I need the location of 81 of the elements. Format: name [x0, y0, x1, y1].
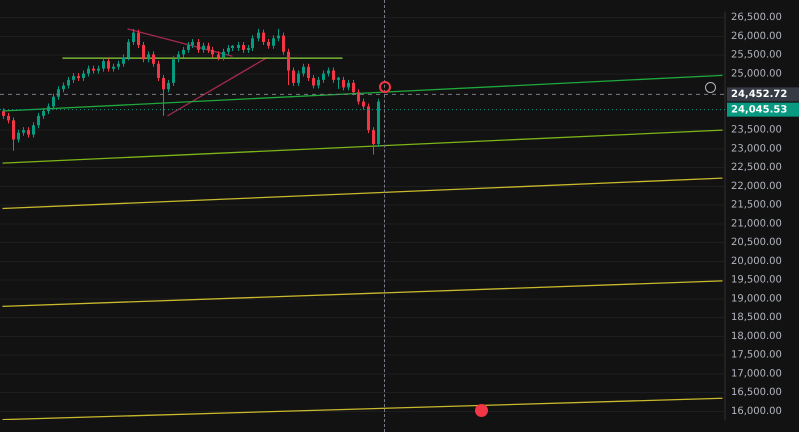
- candlestick: [242, 42, 245, 54]
- candlestick: [147, 50, 150, 63]
- y-tick-label: 20,500.00: [731, 237, 782, 248]
- candlestick: [17, 129, 20, 143]
- candlestick: [127, 38, 130, 61]
- y-tick-label: 26,500.00: [731, 12, 782, 24]
- y-tick-label: 23,500.00: [731, 124, 782, 136]
- candlestick: [12, 116, 15, 152]
- y-tick-label: 19,500.00: [731, 274, 782, 286]
- ref-line-label: 24,045.53: [731, 104, 788, 116]
- candlestick: [372, 126, 375, 155]
- y-tick-label: 16,500.00: [731, 387, 782, 398]
- candlestick: [182, 46, 185, 58]
- candlestick: [322, 70, 325, 84]
- candlestick: [107, 58, 110, 72]
- candlestick: [7, 112, 10, 124]
- y-tick-label: 23,000.00: [731, 143, 782, 154]
- candlestick: [62, 82, 65, 93]
- y-tick-label: 25,000.00: [731, 68, 782, 80]
- candlestick: [82, 70, 85, 82]
- candlestick: [122, 54, 125, 68]
- candlestick: [302, 63, 305, 77]
- y-tick-label: 22,500.00: [731, 162, 782, 174]
- y-tick-label: 19,000.00: [731, 293, 782, 304]
- y-tick-label: 17,000.00: [731, 368, 782, 380]
- candlestick: [367, 103, 370, 134]
- candlestick: [207, 42, 210, 54]
- candlestick: [337, 76, 340, 90]
- candlestick: [172, 56, 175, 86]
- candlestick: [162, 74, 165, 116]
- ref-line-label: 24,452.72: [731, 88, 788, 100]
- y-tick-label: 21,000.00: [731, 218, 782, 230]
- candlestick: [222, 48, 225, 61]
- candlestick: [167, 79, 170, 93]
- candlestick: [352, 79, 355, 96]
- candlestick: [267, 38, 270, 50]
- y-tick-label: 26,000.00: [731, 30, 782, 42]
- candlestick: [282, 32, 285, 56]
- y-tick-label: 18,500.00: [731, 312, 782, 324]
- candlestick: [307, 63, 310, 82]
- candlestick: [332, 67, 335, 84]
- y-tick-label: 18,000.00: [731, 330, 782, 342]
- y-tick-label: 25,500.00: [731, 50, 782, 61]
- y-tick-label: 21,500.00: [731, 200, 782, 211]
- candlestick: [197, 38, 200, 54]
- candlestick: [177, 50, 180, 63]
- y-tick-label: 16,000.00: [731, 406, 782, 417]
- candlestick: [72, 72, 75, 84]
- y-tick-label: 22,000.00: [731, 180, 782, 192]
- candlestick: [187, 42, 190, 54]
- candlestick: [312, 74, 315, 89]
- candlestick: [2, 108, 5, 120]
- candlestick: [137, 29, 140, 48]
- candlestick: [32, 122, 35, 138]
- candlestick: [342, 76, 345, 91]
- candlestick: [132, 28, 135, 46]
- candlestick: [87, 65, 90, 77]
- candlestick: [317, 76, 320, 89]
- candlestick: [202, 42, 205, 54]
- candlestick: [152, 50, 155, 68]
- candlestick: [102, 58, 105, 72]
- candlestick: [262, 29, 265, 46]
- candlestick: [357, 88, 360, 106]
- candlestick: [157, 60, 160, 82]
- candlestick: [37, 112, 40, 129]
- candlestick: [27, 126, 30, 138]
- candlestick: [292, 67, 295, 86]
- candlestick: [251, 34, 254, 52]
- candlestick: [347, 79, 350, 91]
- candlestick: [257, 28, 260, 42]
- candlestick: [227, 44, 230, 56]
- candlestick: [277, 28, 280, 42]
- candlestick: [297, 70, 300, 86]
- candlestick: [272, 34, 275, 50]
- candlestick: [67, 76, 70, 89]
- candlestick: [211, 46, 214, 58]
- candlestick: [287, 48, 290, 86]
- candlestick: [142, 42, 145, 63]
- y-tick-label: 17,500.00: [731, 350, 782, 361]
- y-tick-label: 20,000.00: [731, 256, 782, 267]
- candlestick: [362, 98, 365, 110]
